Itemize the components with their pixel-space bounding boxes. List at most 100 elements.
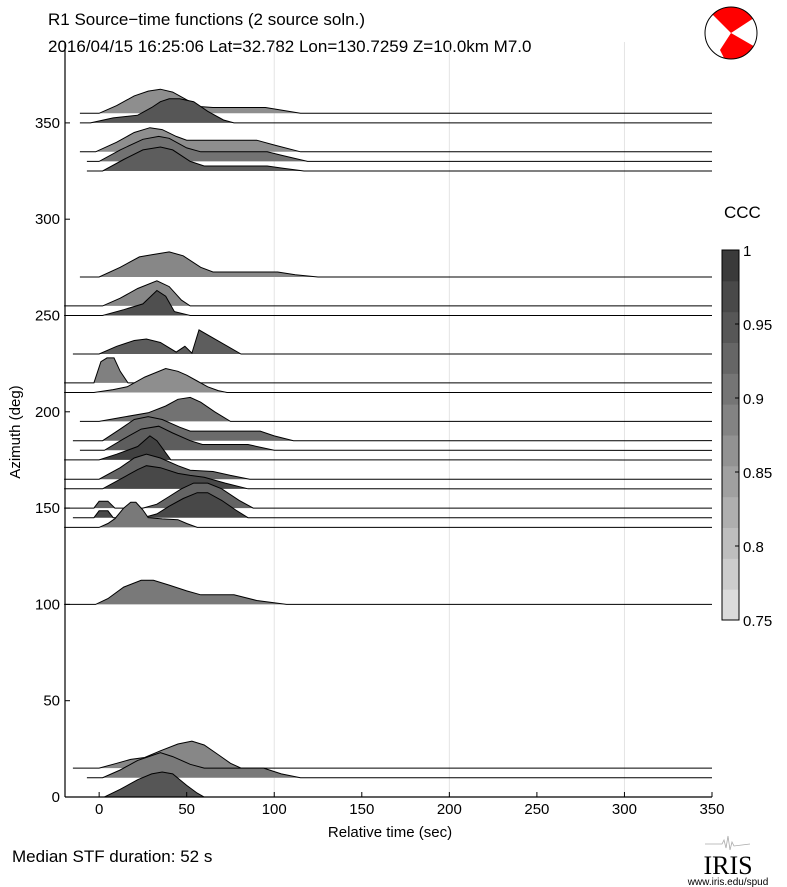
trace-line xyxy=(79,88,713,114)
x-tick-label: 0 xyxy=(95,801,103,818)
trace-line xyxy=(64,280,713,307)
y-tick-label: 300 xyxy=(35,211,60,228)
trace-az-185 xyxy=(72,416,713,442)
trace-fill xyxy=(79,98,235,123)
trace-az-145 xyxy=(72,492,713,519)
chart-subtitle: 2016/04/15 16:25:06 Lat=32.782 Lon=130.7… xyxy=(48,37,531,56)
y-tick-label: 200 xyxy=(35,404,60,421)
x-tick-label: 100 xyxy=(262,801,287,818)
iris-url: www.iris.edu/spud xyxy=(687,877,769,887)
trace-fill xyxy=(79,426,275,451)
iris-logo-text: IRIS xyxy=(703,851,752,880)
trace-line xyxy=(99,771,712,798)
trace-line xyxy=(64,435,713,461)
colorbar-band xyxy=(722,311,739,343)
x-tick-label: 350 xyxy=(699,801,724,818)
y-tick-label: 150 xyxy=(35,500,60,517)
y-tick-label: 350 xyxy=(35,115,60,132)
colorbar-tick-label: 1 xyxy=(743,243,751,260)
colorbar-tick-label: 0.75 xyxy=(743,613,772,630)
trace-line xyxy=(72,740,713,769)
axes: 0 50 100 150 200 250 300 350 0 50 100 150 200 250 300 3… xyxy=(35,42,725,818)
colorbar-band xyxy=(722,465,739,498)
trace-line xyxy=(64,367,713,394)
trace-line xyxy=(79,425,713,451)
chart-title: R1 Source−time functions (2 source soln.… xyxy=(48,10,365,29)
trace-line xyxy=(72,329,713,355)
trace-fill xyxy=(64,580,287,605)
colorbar-band xyxy=(722,404,739,436)
colorbar-tick-label: 0.8 xyxy=(743,539,764,556)
colorbar-title: CCC xyxy=(724,203,761,222)
trace-fill xyxy=(86,752,301,778)
trace-fill xyxy=(79,251,319,277)
colorbar-tick-label: 0.95 xyxy=(743,317,772,334)
grid-lines xyxy=(273,42,625,797)
colorbar-band xyxy=(722,589,739,621)
trace-line xyxy=(64,289,713,317)
colorbar-band xyxy=(722,250,739,282)
trace-az-10 xyxy=(86,752,713,779)
trace-fill xyxy=(64,290,191,316)
colorbar-band xyxy=(722,373,739,405)
y-tick-label: 250 xyxy=(35,307,60,324)
trace-fill xyxy=(64,435,171,460)
trace-fill xyxy=(72,492,249,518)
trace-line xyxy=(64,579,713,605)
trace-az-140 xyxy=(64,501,713,528)
trace-az-180 xyxy=(79,425,713,451)
trace-az-175 xyxy=(64,435,713,461)
traces xyxy=(64,88,713,798)
trace-az-0 xyxy=(99,771,712,798)
trace-fill xyxy=(64,280,191,306)
trace-line xyxy=(64,357,713,384)
x-tick-label: 150 xyxy=(349,801,374,818)
trace-line xyxy=(79,98,713,124)
trace-line xyxy=(64,453,713,480)
colorbar-tick-label: 0.9 xyxy=(743,391,764,408)
colorbar-band xyxy=(722,435,739,467)
x-tick-label: 200 xyxy=(437,801,462,818)
trace-az-350 xyxy=(79,98,713,124)
trace-line xyxy=(72,416,713,442)
colorbar: 1 0.95 0.9 0.85 0.8 0.75 xyxy=(721,243,772,630)
iris-logo: IRIS www.iris.edu/spud xyxy=(687,835,769,887)
colorbar-band xyxy=(722,280,739,313)
colorbar-frame xyxy=(721,249,740,621)
colorbar-band xyxy=(722,496,739,528)
trace-fill xyxy=(64,368,227,393)
trace-line xyxy=(79,251,713,278)
colorbar-band xyxy=(722,558,739,590)
trace-fill xyxy=(79,397,231,422)
trace-az-250 xyxy=(64,289,713,317)
trace-line xyxy=(86,146,713,172)
trace-fill xyxy=(79,89,301,114)
trace-az-270 xyxy=(79,251,713,278)
x-tick-label: 250 xyxy=(524,801,549,818)
x-tick-label: 50 xyxy=(178,801,195,818)
trace-line xyxy=(79,396,713,422)
trace-az-210 xyxy=(64,367,713,394)
trace-line xyxy=(64,482,713,509)
colorbar-band xyxy=(722,342,739,374)
trace-az-325 xyxy=(86,146,713,172)
trace-az-160 xyxy=(64,465,713,490)
y-tick-label: 0 xyxy=(52,789,60,806)
trace-line xyxy=(86,752,713,779)
trace-fill xyxy=(64,357,129,383)
trace-az-230 xyxy=(72,329,713,355)
trace-line xyxy=(86,135,713,162)
median-duration-label: Median STF duration: 52 s xyxy=(12,847,212,866)
trace-line xyxy=(64,465,713,490)
beachball-icon xyxy=(704,6,758,60)
y-tick-label: 100 xyxy=(35,596,60,613)
trace-az-215 xyxy=(64,357,713,384)
x-axis-label: Relative time (sec) xyxy=(328,824,452,841)
colorbar-band xyxy=(722,527,739,559)
trace-az-355 xyxy=(79,88,713,114)
trace-line xyxy=(79,127,713,153)
trace-line xyxy=(72,492,713,519)
trace-fill xyxy=(64,502,198,528)
y-tick-label: 50 xyxy=(43,693,60,710)
